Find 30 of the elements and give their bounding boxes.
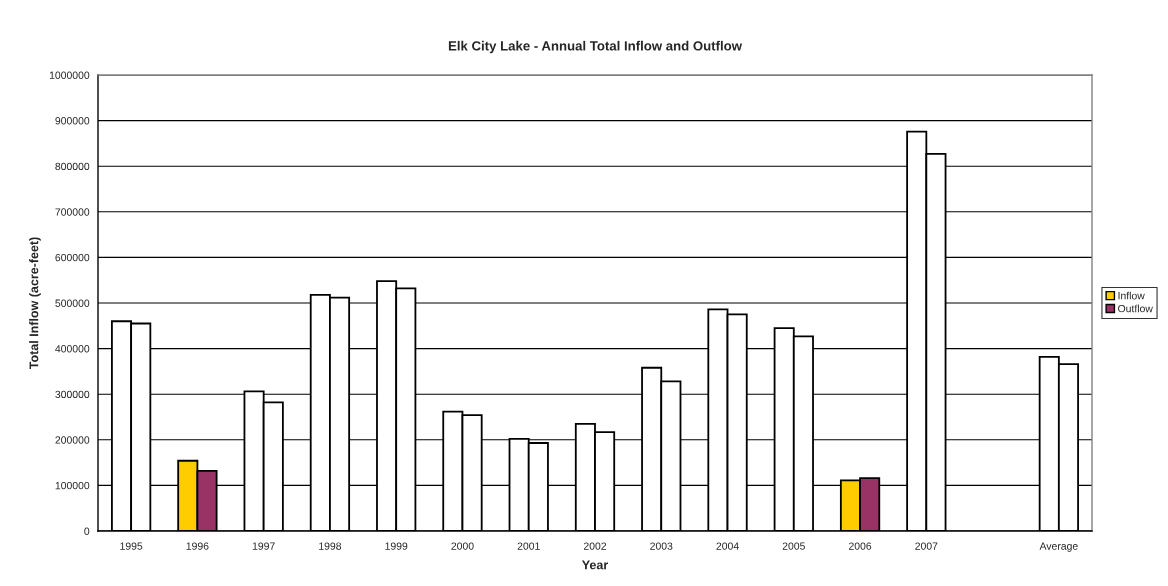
legend-label: Outflow — [1118, 304, 1153, 313]
x-tick-label: 2000 — [451, 542, 474, 550]
x-tick-label: 1999 — [385, 542, 408, 550]
legend-label: Inflow — [1118, 291, 1145, 300]
x-tick-label: Average — [1039, 542, 1078, 552]
x-tick-label: 2004 — [716, 542, 739, 550]
y-tick-label: 200000 — [55, 436, 90, 444]
y-tick-label: 500000 — [55, 299, 90, 307]
x-tick-label: 2001 — [517, 542, 540, 550]
x-tick-label: 2003 — [650, 542, 673, 550]
y-axis-title: Total Inflow (acre-feet) — [29, 237, 41, 370]
x-axis-title: Year — [582, 560, 609, 570]
x-tick-label: 1997 — [252, 542, 275, 550]
x-tick-label: 1998 — [319, 542, 342, 550]
y-tick-label: 0 — [84, 527, 90, 535]
x-tick-label: 2007 — [915, 542, 938, 550]
y-tick-label: 600000 — [55, 253, 90, 262]
y-tick-label: 800000 — [55, 162, 90, 171]
x-tick-label: 2005 — [782, 542, 805, 550]
y-tick-label: 700000 — [55, 208, 90, 216]
y-tick-label: 1000000 — [49, 71, 90, 79]
y-tick-label: 100000 — [55, 481, 90, 490]
x-tick-label: 1996 — [186, 542, 209, 550]
x-tick-label: 2002 — [583, 542, 607, 550]
y-tick-label: 900000 — [55, 117, 90, 125]
chart-title: Elk City Lake - Annual Total Inflow and Outflow — [448, 40, 743, 54]
x-tick-label: 2006 — [849, 542, 872, 550]
x-tick-label: 1995 — [120, 542, 143, 550]
y-tick-label: 300000 — [55, 390, 90, 399]
y-tick-label: 400000 — [55, 345, 90, 353]
